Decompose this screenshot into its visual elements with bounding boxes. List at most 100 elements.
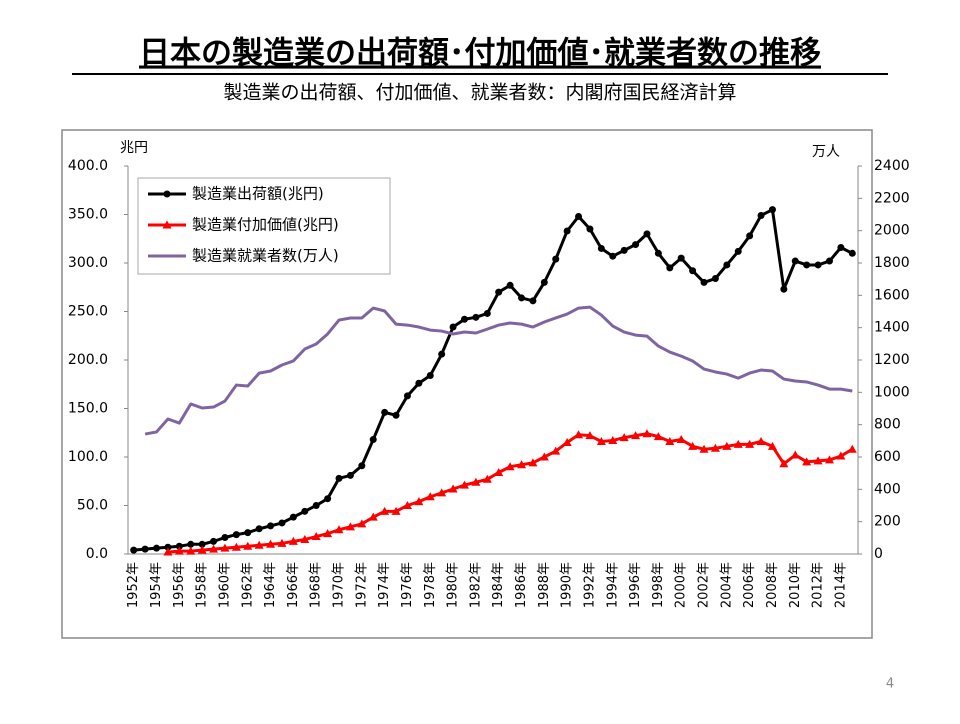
legend-marker <box>163 190 171 198</box>
point-marker <box>437 488 447 497</box>
point-marker <box>380 506 390 515</box>
x-tick-label: 1982年 <box>468 562 483 608</box>
point-marker <box>187 540 195 548</box>
x-tick-label: 1952年 <box>126 562 141 608</box>
point-marker <box>824 455 834 464</box>
point-marker <box>653 432 663 441</box>
x-tick-label: 1996年 <box>628 562 643 608</box>
point-marker <box>505 462 515 471</box>
point-marker <box>563 227 571 235</box>
y-tick-label: 400.0 <box>68 158 108 174</box>
point-marker <box>358 462 366 470</box>
point-marker <box>301 507 309 515</box>
x-tick-label: 2012年 <box>811 562 826 608</box>
point-marker <box>254 540 264 549</box>
point-marker <box>449 323 457 331</box>
point-marker <box>575 212 583 220</box>
point-marker <box>495 288 503 296</box>
point-marker <box>209 544 219 553</box>
y2-tick-label: 600 <box>874 449 901 465</box>
point-marker <box>711 275 719 283</box>
point-marker <box>836 451 846 460</box>
y-tick-label: 150.0 <box>68 401 108 417</box>
point-marker <box>586 225 594 233</box>
point-marker <box>676 435 686 444</box>
x-tick-label: 1986年 <box>514 562 529 608</box>
point-marker <box>517 460 527 469</box>
point-marker <box>597 244 605 252</box>
point-marker <box>141 545 149 553</box>
point-marker <box>164 543 172 551</box>
point-marker <box>494 468 504 477</box>
point-marker <box>813 456 823 465</box>
x-tick-label: 2008年 <box>765 562 780 608</box>
point-marker <box>745 439 755 448</box>
x-tick-label: 1964年 <box>263 562 278 608</box>
point-marker <box>335 474 343 482</box>
point-marker <box>369 436 377 444</box>
y-tick-label: 50.0 <box>77 498 108 514</box>
point-marker <box>609 252 617 260</box>
y-tick-label: 350.0 <box>68 207 108 223</box>
y2-tick-label: 2400 <box>874 158 910 174</box>
point-marker <box>779 459 789 468</box>
point-marker <box>210 537 218 545</box>
point-marker <box>632 241 640 249</box>
x-tick-label: 1980年 <box>446 562 461 608</box>
point-marker <box>221 534 229 542</box>
point-marker <box>471 477 481 486</box>
point-marker <box>574 430 584 439</box>
x-tick-label: 1992年 <box>582 562 597 608</box>
x-tick-label: 2014年 <box>833 562 848 608</box>
legend-label: 製造業就業者数(万人) <box>192 247 339 265</box>
point-marker <box>802 457 812 466</box>
point-marker <box>460 315 468 323</box>
y2-tick-label: 1200 <box>874 352 910 368</box>
x-tick-label: 1958年 <box>195 562 210 608</box>
point-marker <box>825 257 833 265</box>
x-tick-label: 1956年 <box>172 562 187 608</box>
point-marker <box>243 541 253 550</box>
point-marker <box>767 441 777 450</box>
y2-tick-label: 400 <box>874 481 901 497</box>
y2-tick-label: 1400 <box>874 320 910 336</box>
x-tick-label: 1994年 <box>605 562 620 608</box>
point-marker <box>790 450 800 459</box>
point-marker <box>803 261 811 269</box>
point-marker <box>392 411 400 419</box>
x-tick-label: 1990年 <box>560 562 575 608</box>
point-marker <box>723 261 731 269</box>
point-marker <box>198 540 206 548</box>
point-marker <box>334 525 344 534</box>
x-tick-label: 2004年 <box>719 562 734 608</box>
point-marker <box>175 542 183 550</box>
point-marker <box>688 441 698 450</box>
point-marker <box>232 531 240 539</box>
point-marker <box>814 261 822 269</box>
point-marker <box>483 309 491 317</box>
point-marker <box>415 379 423 387</box>
point-marker <box>620 246 628 254</box>
point-marker <box>311 532 321 541</box>
point-marker <box>438 350 446 358</box>
point-marker <box>153 544 161 552</box>
point-marker <box>220 543 230 552</box>
x-tick-label: 1970年 <box>332 562 347 608</box>
point-marker <box>551 446 561 455</box>
point-marker <box>540 278 548 286</box>
y2-axis-label: 万人 <box>812 144 840 160</box>
point-marker <box>197 545 207 554</box>
point-marker <box>402 501 412 509</box>
point-marker <box>459 480 469 489</box>
point-marker <box>848 249 856 257</box>
point-marker <box>780 285 788 293</box>
point-marker <box>710 443 720 452</box>
y2-tick-label: 1800 <box>874 255 910 271</box>
point-marker <box>666 264 674 272</box>
series-line <box>133 208 853 552</box>
x-tick-label: 1974年 <box>377 562 392 608</box>
y2-tick-label: 200 <box>874 514 901 530</box>
point-marker <box>665 436 675 445</box>
point-marker <box>414 497 424 506</box>
